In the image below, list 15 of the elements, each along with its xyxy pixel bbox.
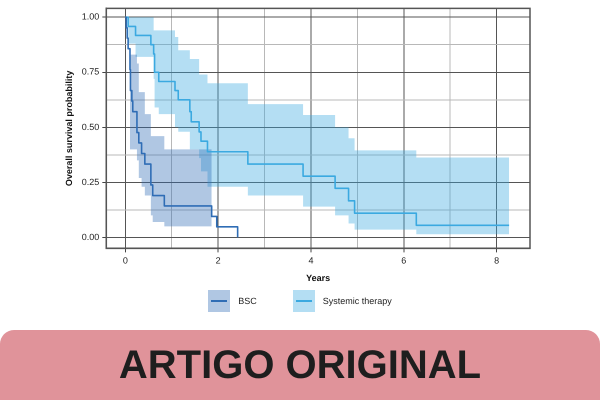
legend-label: Systemic therapy <box>322 296 392 306</box>
y-tick-label: 0.00 <box>82 232 100 242</box>
x-tick-label: 2 <box>216 255 221 266</box>
legend-label: BSC <box>238 296 257 306</box>
x-tick-label: 6 <box>401 255 406 266</box>
x-tick-label: 8 <box>494 255 500 266</box>
y-axis-title: Overall survival probability <box>64 70 74 186</box>
y-tick-label: 0.75 <box>82 66 100 77</box>
x-tick-label: 4 <box>308 255 314 266</box>
x-tick-label: 0 <box>122 255 128 266</box>
y-tick-label: 1.00 <box>82 12 100 22</box>
x-axis-title: Years <box>306 273 330 284</box>
banner: ARTIGO ORIGINAL <box>0 330 600 400</box>
y-tick-label: 0.25 <box>82 176 100 187</box>
y-tick-label: 0.50 <box>82 122 100 132</box>
